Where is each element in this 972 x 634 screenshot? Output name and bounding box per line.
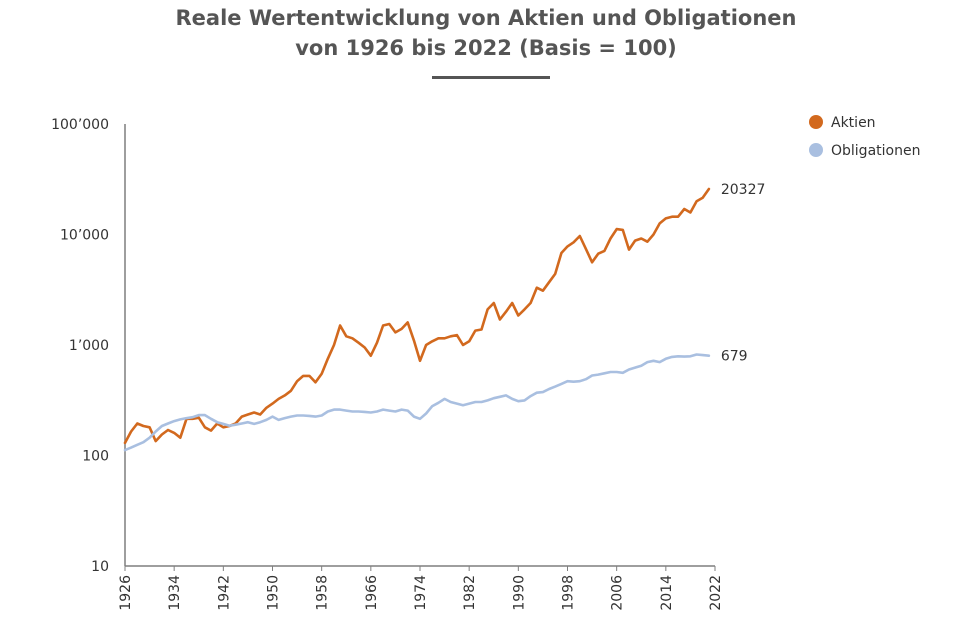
x-tick-label: 2014 (659, 575, 675, 611)
y-tick-label: 1’000 (69, 338, 109, 354)
chart-title-line2: von 1926 bis 2022 (Basis = 100) (295, 36, 677, 60)
x-tick-label: 1942 (216, 575, 232, 611)
x-tick-label: 1982 (462, 575, 478, 611)
x-tick-label: 1966 (364, 575, 380, 611)
chart-title-line1: Reale Wertentwicklung von Aktien und Obl… (175, 6, 797, 30)
y-tick-label: 10’000 (60, 228, 109, 244)
legend-entry: Aktien (831, 115, 876, 131)
x-tick-label: 1990 (511, 575, 527, 611)
x-tick-label: 2006 (610, 575, 626, 611)
x-tick-label: 1998 (561, 575, 577, 611)
y-tick-labels: 10 100 1’000 10’000 100’000 (51, 117, 109, 575)
x-tick-label: 1974 (413, 575, 429, 611)
y-tick-label: 100’000 (51, 117, 109, 133)
series-line-aktien (123, 187, 711, 445)
x-tick-label: 1926 (118, 575, 134, 611)
x-tick-label: 2022 (708, 575, 724, 611)
series-line-obligationen (123, 353, 711, 452)
x-tick-label: 1934 (167, 575, 183, 611)
y-tick-label: 100 (82, 449, 109, 465)
title-underline (432, 76, 550, 79)
x-tick-labels: 1926 1934 1942 1950 1958 1966 1974 1982 1990 1998… (118, 566, 724, 611)
legend-marker (809, 143, 823, 157)
legend-entry: Obligationen (831, 143, 920, 159)
end-label-obligationen: 679 (721, 349, 748, 365)
x-tick-label: 1958 (315, 575, 331, 611)
legend: Aktien Obligationen (809, 115, 920, 159)
legend-marker (809, 115, 823, 129)
end-labels: 20327 679 (721, 182, 766, 365)
x-tick-label: 1950 (266, 575, 282, 611)
series-lines (123, 187, 711, 452)
y-tick-label: 10 (91, 559, 109, 575)
end-label-aktien: 20327 (721, 182, 766, 198)
